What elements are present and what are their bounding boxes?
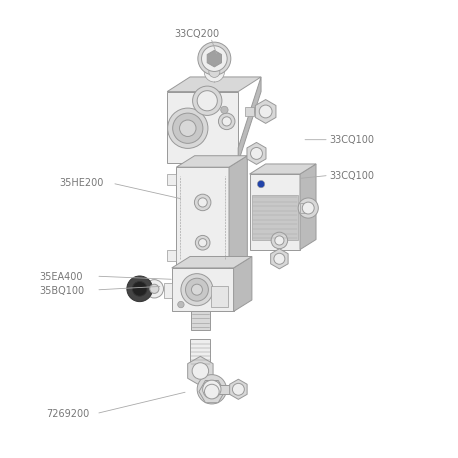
Circle shape	[198, 42, 231, 75]
Bar	[252, 195, 298, 240]
Polygon shape	[188, 356, 213, 386]
Polygon shape	[300, 164, 316, 250]
Text: 33CQ100: 33CQ100	[330, 135, 375, 145]
Polygon shape	[167, 77, 261, 92]
Circle shape	[181, 273, 213, 306]
Circle shape	[150, 284, 159, 294]
Circle shape	[257, 180, 265, 188]
Circle shape	[192, 363, 208, 379]
Circle shape	[173, 113, 203, 143]
Circle shape	[218, 113, 235, 130]
Circle shape	[194, 194, 211, 211]
Circle shape	[180, 120, 196, 136]
Circle shape	[251, 147, 262, 159]
Circle shape	[145, 280, 164, 298]
Bar	[167, 174, 176, 185]
Bar	[167, 250, 176, 261]
Circle shape	[198, 198, 207, 207]
Circle shape	[275, 236, 284, 245]
Bar	[211, 286, 228, 307]
Bar	[176, 167, 229, 268]
Circle shape	[127, 276, 153, 302]
Circle shape	[271, 232, 288, 249]
Text: 35HE200: 35HE200	[60, 178, 104, 188]
Text: 35EA400: 35EA400	[39, 272, 82, 282]
Circle shape	[168, 108, 208, 148]
Polygon shape	[250, 164, 316, 174]
Polygon shape	[207, 50, 222, 67]
Bar	[300, 203, 308, 213]
Circle shape	[221, 106, 228, 114]
Polygon shape	[172, 256, 252, 268]
Circle shape	[298, 198, 318, 218]
Polygon shape	[255, 99, 276, 123]
Circle shape	[204, 62, 224, 82]
Circle shape	[178, 301, 184, 308]
Text: 7269200: 7269200	[46, 409, 89, 420]
Text: 35BQ100: 35BQ100	[39, 286, 84, 296]
Bar	[164, 283, 172, 299]
Circle shape	[197, 375, 227, 404]
Circle shape	[192, 86, 222, 115]
Polygon shape	[229, 156, 247, 268]
Circle shape	[132, 282, 147, 296]
Bar	[250, 174, 300, 250]
Circle shape	[233, 383, 245, 395]
Polygon shape	[238, 77, 261, 163]
Circle shape	[274, 253, 285, 264]
Bar	[172, 268, 234, 311]
Bar	[216, 385, 235, 394]
Bar	[167, 92, 238, 163]
Polygon shape	[199, 381, 225, 403]
Polygon shape	[247, 142, 266, 164]
Circle shape	[185, 278, 208, 301]
Circle shape	[259, 105, 272, 118]
Circle shape	[302, 202, 314, 214]
Circle shape	[202, 46, 227, 71]
Circle shape	[195, 235, 210, 250]
Polygon shape	[229, 379, 247, 399]
Polygon shape	[176, 156, 247, 167]
Bar	[190, 339, 210, 366]
Circle shape	[191, 284, 202, 295]
Circle shape	[222, 117, 231, 126]
Polygon shape	[234, 256, 252, 311]
Text: 33CQ100: 33CQ100	[330, 171, 375, 181]
Circle shape	[209, 66, 220, 77]
Polygon shape	[271, 249, 288, 269]
Circle shape	[197, 91, 217, 111]
Text: 33CQ200: 33CQ200	[174, 29, 219, 39]
Bar	[191, 311, 210, 330]
Circle shape	[202, 380, 221, 398]
Circle shape	[204, 384, 219, 399]
Circle shape	[199, 239, 207, 247]
Polygon shape	[245, 107, 254, 116]
